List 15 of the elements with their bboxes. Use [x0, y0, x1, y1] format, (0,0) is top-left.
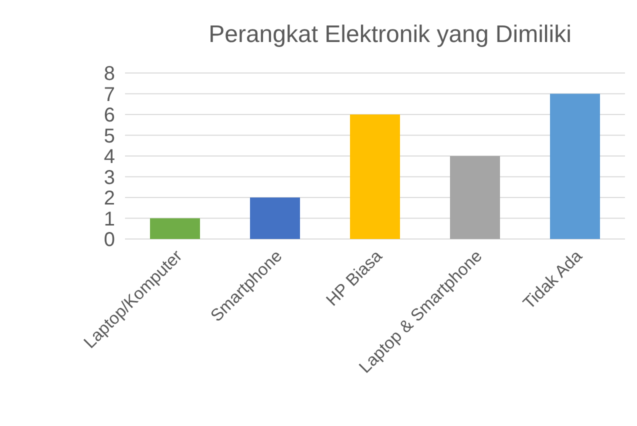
bar	[550, 94, 600, 239]
y-tick-label: 3	[104, 166, 115, 189]
y-tick-label: 4	[104, 146, 115, 168]
bar	[350, 114, 400, 239]
y-tick-label: 7	[104, 84, 115, 106]
chart-title: Perangkat Elektronik yang Dimiliki	[208, 21, 572, 48]
bar	[450, 156, 500, 239]
y-tick-label: 2	[104, 188, 115, 210]
y-tick-label: 6	[104, 104, 115, 126]
y-tick-label: 1	[104, 208, 115, 230]
y-tick-label: 0	[104, 229, 115, 251]
bar	[150, 218, 200, 239]
y-tick-label: 5	[104, 125, 115, 148]
y-tick-label: 8	[104, 63, 115, 85]
bar	[250, 198, 300, 239]
